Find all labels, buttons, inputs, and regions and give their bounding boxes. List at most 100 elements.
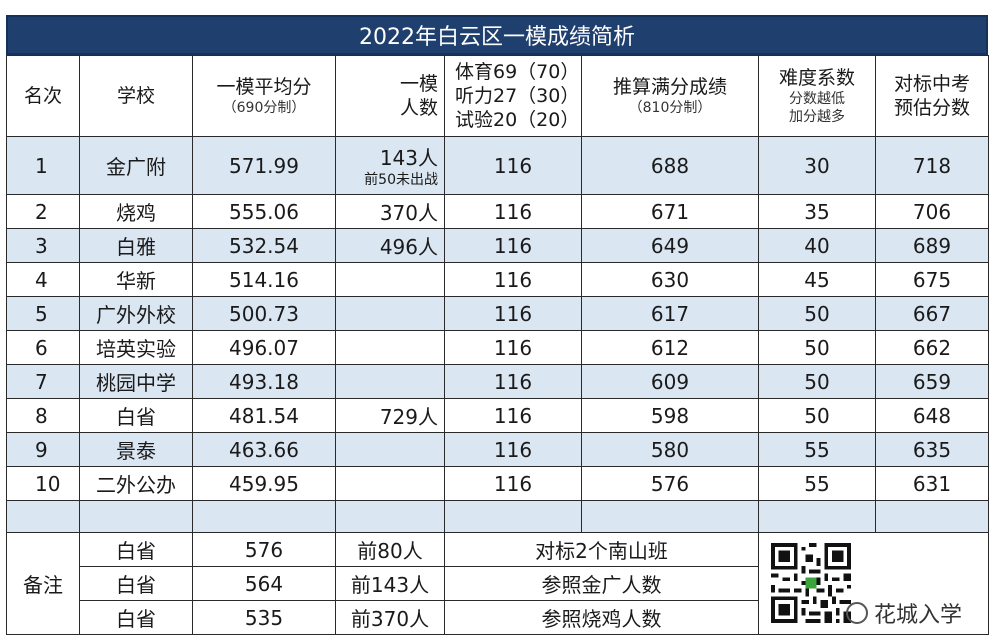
header-pe: 体育69（70） 听力27（30） 试验20（20） [444,55,582,137]
table-title: 2022年白云区一模成绩简析 [6,15,988,55]
cell-full: 598 [581,398,759,433]
cell-school: 广外外校 [79,296,193,331]
cell-diff: 50 [758,398,876,433]
header-count: 一模 人数 [335,55,445,137]
cell-school: 培英实验 [79,330,193,365]
score-table: 名次 学校 一模平均分 （690分制） 一模 人数 体育69（70） 听力27（… [6,55,989,635]
cell-full: 671 [581,194,759,229]
blank-cell [581,500,759,533]
table-row: 2 烧鸡 555.06 370人 116 671 35 706 [6,194,989,229]
blank-cell [335,500,445,533]
header-pe-line2: 听力27（30） [455,85,580,107]
score-sheet: 2022年白云区一模成绩简析 名次 学校 一模平均分 （690分制） 一模 人数… [6,15,989,637]
cell-full: 630 [581,262,759,297]
cell-count-value: 370人 [379,201,438,225]
note-school: 白省 [79,532,193,567]
cell-avg: 571.99 [192,136,336,195]
header-target: 对标中考 预估分数 [875,55,989,137]
data-rows: 1 金广附 571.99 143人 前50未出战 116 688 30 718 2 烧鸡 555.06… [6,136,989,501]
cell-count: 496人 [335,228,445,263]
cell-target: 706 [875,194,989,229]
table-row: 6 培英实验 496.07 116 612 50 662 [6,330,989,365]
cell-rank: 2 [6,194,80,229]
cell-rank: 6 [6,330,80,365]
note-row: 白省 535 前370人 参照烧鸡人数 [7,600,989,635]
header-full: 推算满分成绩 （810分制） [581,55,759,137]
cell-target: 648 [875,398,989,433]
cell-avg: 459.95 [192,466,336,501]
cell-avg: 555.06 [192,194,336,229]
cell-rank: 10 [6,466,80,501]
cell-count: 143人前50未出战 [335,136,445,195]
header-target-line1: 对标中考 [893,73,970,95]
note-school: 白省 [79,566,193,601]
wechat-logo-icon [846,602,868,624]
qr-code-icon [771,543,851,623]
header-school: 学校 [79,55,193,137]
header-count-line1: 一模 [399,73,438,95]
note-rank: 前80人 [335,532,445,567]
header-diff-title: 难度系数 [778,67,855,89]
note-score: 535 [192,600,336,635]
cell-target: 667 [875,296,989,331]
cell-full: 617 [581,296,759,331]
header-pe-line3: 试验20（20） [455,109,580,131]
cell-school: 金广附 [79,136,193,195]
cell-target: 631 [875,466,989,501]
cell-count [335,262,445,297]
header-full-note: （810分制） [628,100,712,116]
cell-rank: 8 [6,398,80,433]
cell-target: 689 [875,228,989,263]
table-row: 9 景泰 463.66 116 580 55 635 [6,432,989,467]
cell-avg: 481.54 [192,398,336,433]
blank-cell [6,500,80,533]
blank-cell [758,500,876,533]
cell-target: 718 [875,136,989,195]
cell-diff: 55 [758,466,876,501]
cell-diff: 30 [758,136,876,195]
cell-full: 612 [581,330,759,365]
cell-pe: 116 [444,194,582,229]
table-row: 3 白雅 532.54 496人 116 649 40 689 [6,228,989,263]
cell-avg: 493.18 [192,364,336,399]
note-remark: 对标2个南山班 [444,532,759,567]
note-score: 576 [192,532,336,567]
cell-target: 662 [875,330,989,365]
cell-target: 659 [875,364,989,399]
cell-rank: 5 [6,296,80,331]
cell-diff: 50 [758,330,876,365]
header-full-title: 推算满分成绩 [612,76,727,98]
cell-count [335,296,445,331]
header-pe-line1: 体育69（70） [455,61,580,83]
cell-rank: 7 [6,364,80,399]
header-avg-note: （690分制） [222,100,306,116]
cell-rank: 1 [6,136,80,195]
cell-count-note: 前50未出战 [364,172,438,188]
table-row: 10 二外公办 459.95 116 576 55 631 [6,466,989,501]
cell-count-value: 143人 [379,146,438,170]
cell-pe: 116 [444,262,582,297]
cell-pe: 116 [444,330,582,365]
cell-full: 688 [581,136,759,195]
cell-rank: 4 [6,262,80,297]
blank-row [6,500,989,533]
cell-avg: 514.16 [192,262,336,297]
cell-full: 609 [581,364,759,399]
watermark-text: 花城入学 [874,603,963,628]
cell-pe: 116 [444,432,582,467]
watermark: 花城入学 [846,597,962,629]
cell-pe: 116 [444,398,582,433]
table-row: 8 白省 481.54 729人 116 598 50 648 [6,398,989,433]
header-row: 名次 学校 一模平均分 （690分制） 一模 人数 体育69（70） 听力27（… [6,55,989,137]
cell-count [335,432,445,467]
cell-diff: 55 [758,432,876,467]
cell-count: 729人 [335,398,445,433]
cell-school: 桃园中学 [79,364,193,399]
cell-avg: 463.66 [192,432,336,467]
cell-avg: 532.54 [192,228,336,263]
cell-school: 白省 [79,398,193,433]
cell-pe: 116 [444,228,582,263]
cell-pe: 116 [444,136,582,195]
header-diff-note1: 分数越低 [789,91,845,107]
cell-school: 华新 [79,262,193,297]
